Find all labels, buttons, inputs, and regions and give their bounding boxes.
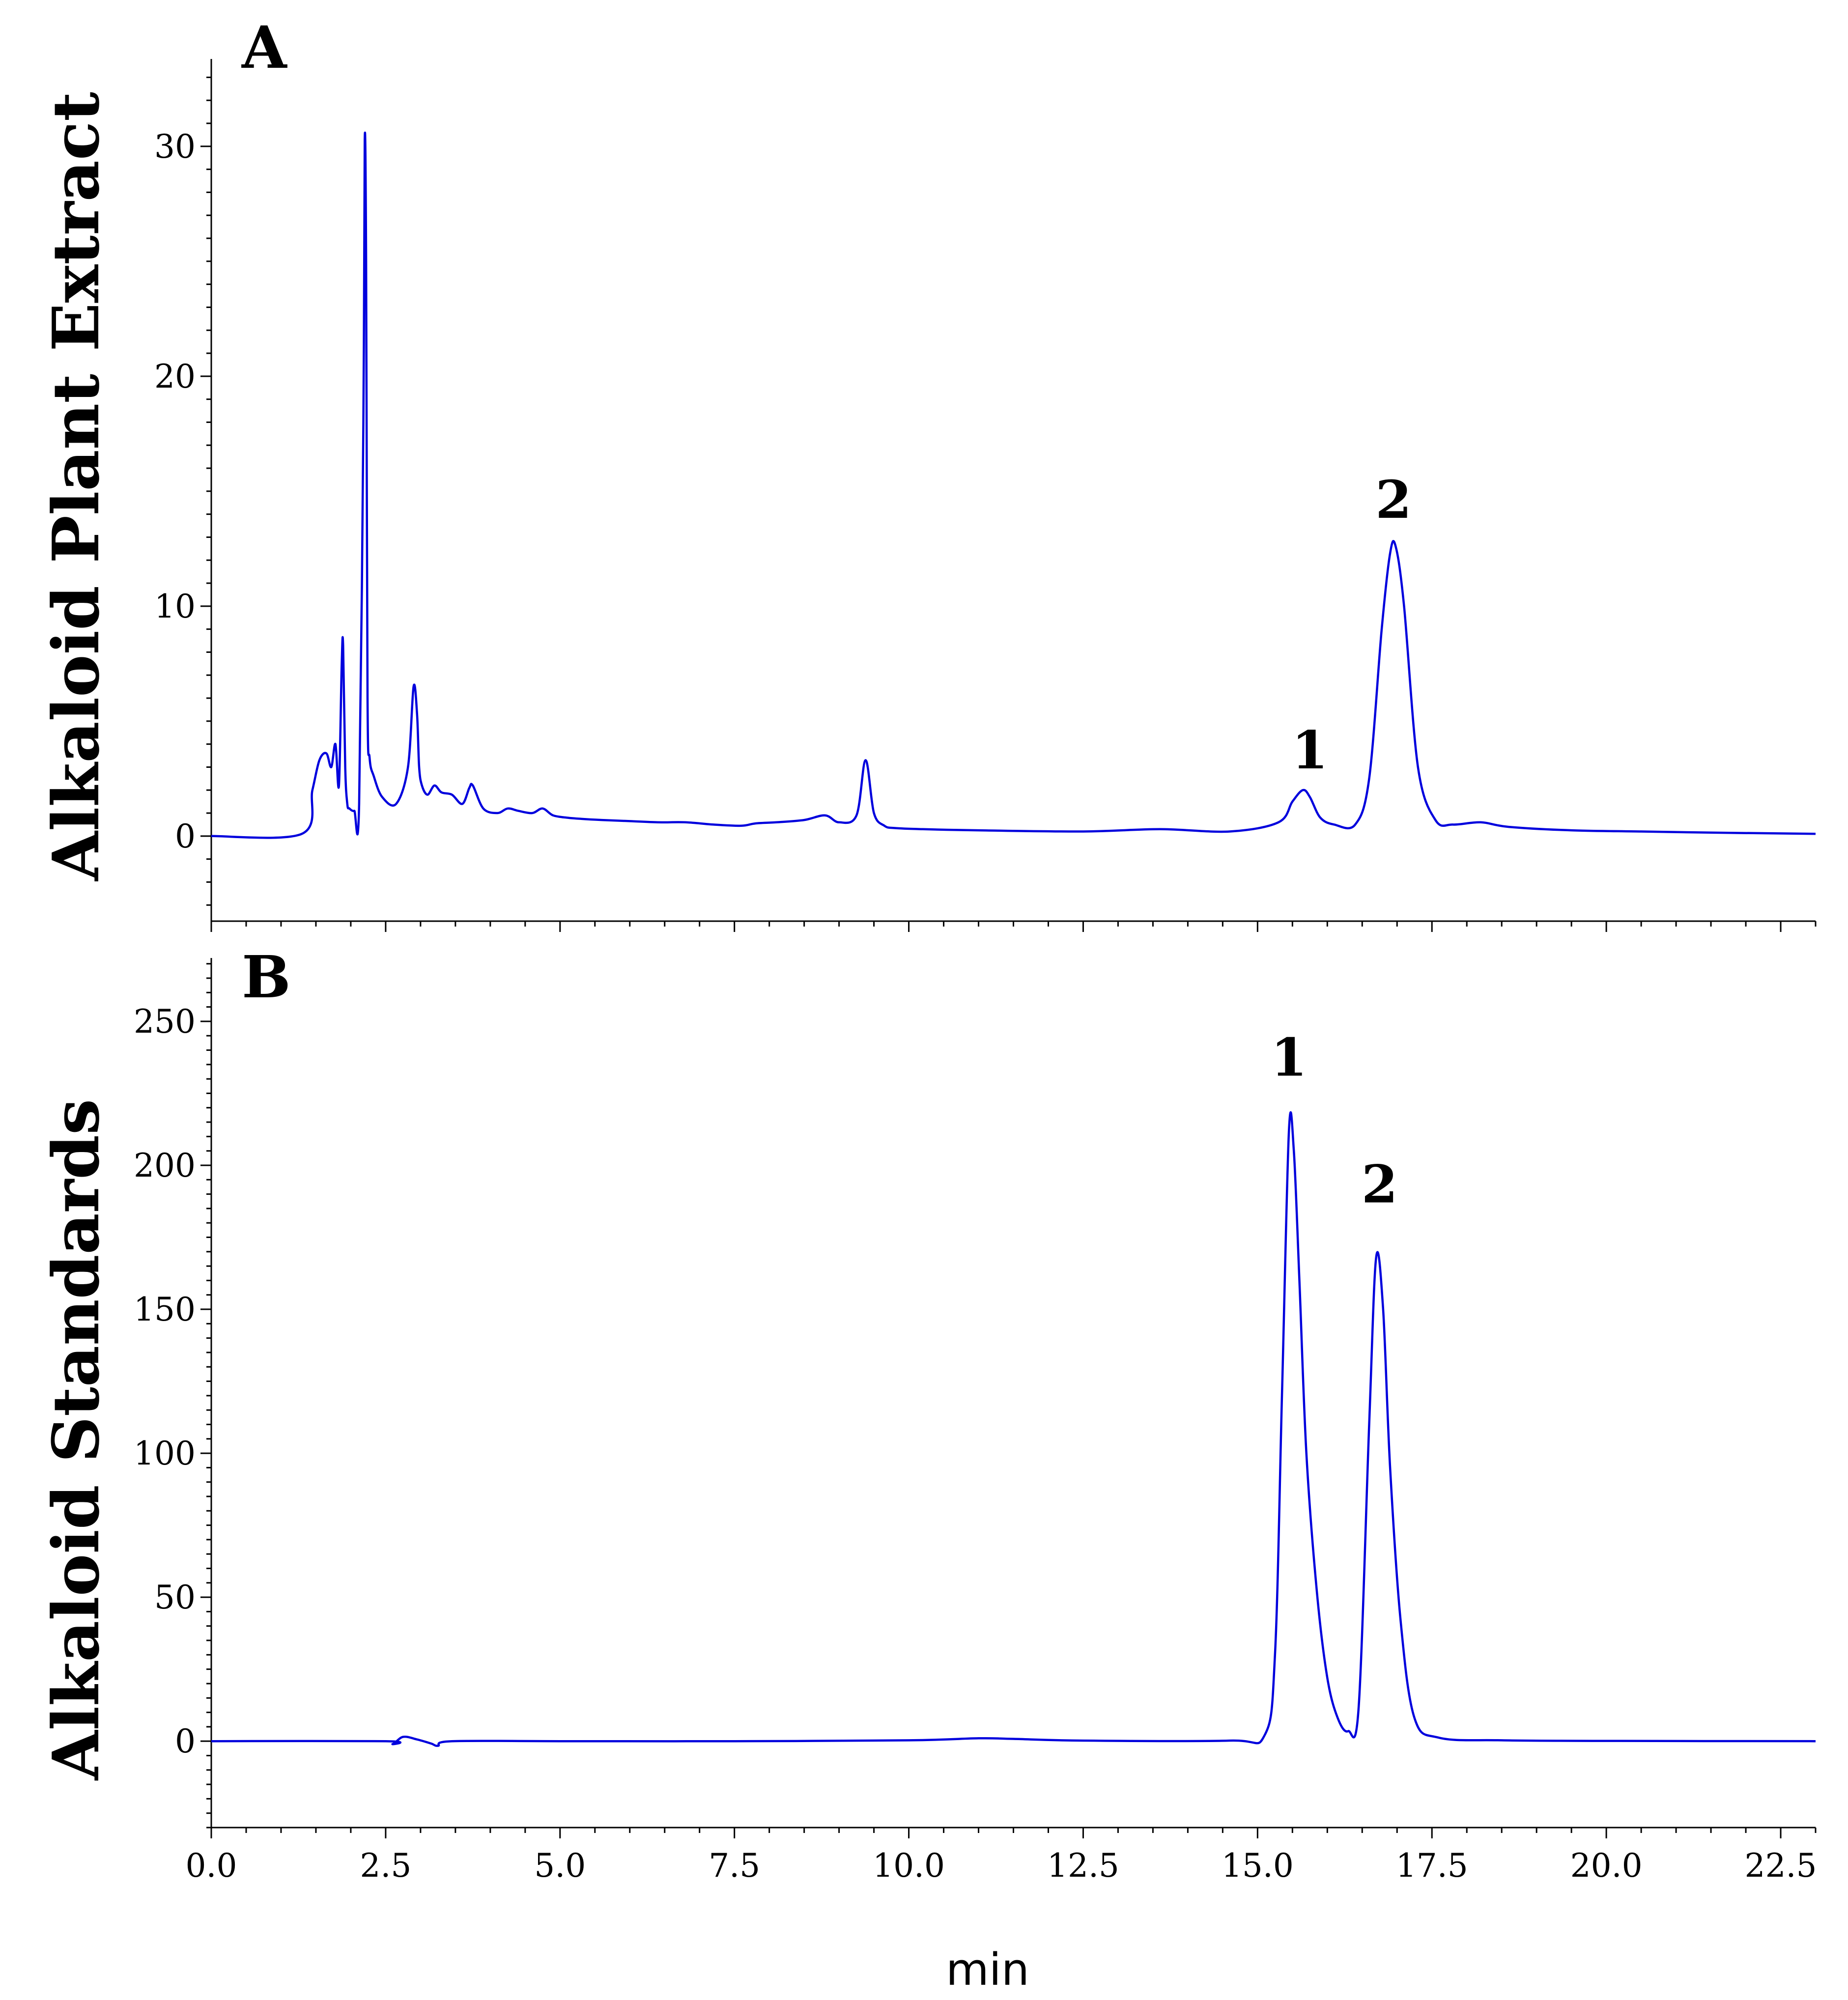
panel-b-x-tick-labels: 0.0 2.5 5.0 7.5 10.0 12.5 15.0 17.5 20.0 22.5	[186, 1847, 1817, 1885]
y-tick-label: 0	[175, 1722, 196, 1760]
x-tick-label: 2.5	[360, 1847, 411, 1885]
x-tick-label: 15.0	[1222, 1847, 1294, 1885]
y-tick-label: 50	[154, 1578, 196, 1616]
y-tick-label: 250	[134, 1003, 196, 1041]
panel-a-letter: A	[241, 13, 287, 82]
panel-b-y-tick-labels: 0 50 100 150 200 250	[134, 1003, 196, 1760]
x-tick-label: 22.5	[1745, 1847, 1817, 1885]
peak-label-1: 1	[1271, 1027, 1307, 1088]
x-tick-label: 7.5	[709, 1847, 760, 1885]
y-tick-label: 200	[134, 1147, 196, 1184]
y-tick-label: 20	[154, 358, 196, 395]
peak-label-2: 2	[1375, 469, 1412, 530]
x-axis-label: min	[946, 1944, 1029, 1996]
x-tick-label: 5.0	[534, 1847, 586, 1885]
peak-label-2: 2	[1362, 1153, 1398, 1214]
x-tick-label: 10.0	[873, 1847, 945, 1885]
x-tick-label: 12.5	[1047, 1847, 1119, 1885]
panel-a-axes	[200, 59, 1817, 932]
panel-b-y-axis-label: Alkaloid Standards	[38, 1099, 114, 1781]
y-tick-label: 150	[134, 1291, 196, 1328]
panel-b-chromatogram-trace	[211, 1111, 1816, 1747]
x-tick-label: 17.5	[1396, 1847, 1468, 1885]
y-tick-label: 0	[175, 817, 196, 855]
x-tick-label: 20.0	[1570, 1847, 1643, 1885]
y-tick-label: 30	[154, 128, 196, 166]
peak-label-1: 1	[1292, 719, 1328, 781]
x-tick-label: 0.0	[186, 1847, 237, 1885]
panel-b-standards: B Alkaloid Standards 0 50 100 150 200 250 0.0…	[38, 943, 1817, 1996]
panel-b-letter: B	[242, 943, 291, 1011]
panel-a-y-axis-label: Alkaloid Plant Extract	[38, 92, 114, 882]
panel-b-peak-labels: 12	[1271, 1027, 1397, 1215]
panel-a-peak-labels: 12	[1292, 469, 1412, 781]
panel-a-y-tick-labels: 0 10 20 30	[154, 128, 196, 855]
y-tick-label: 10	[154, 588, 196, 625]
panel-a-chromatogram-trace	[211, 131, 1816, 839]
panel-b-axes	[200, 958, 1817, 1838]
y-tick-label: 100	[134, 1435, 196, 1472]
